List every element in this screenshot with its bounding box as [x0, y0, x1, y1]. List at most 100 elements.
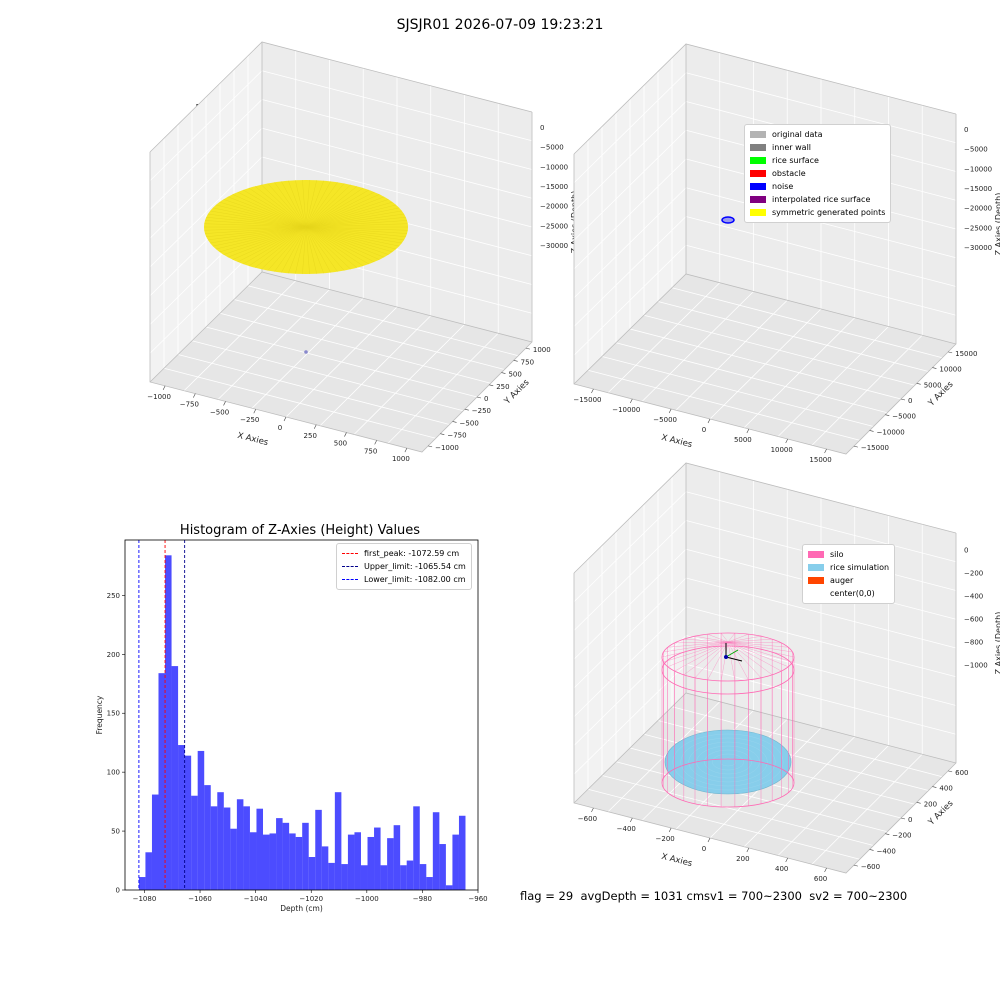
- p2-y-tick-label: 15000: [955, 350, 977, 358]
- legend-item: symmetric generated points: [750, 206, 885, 219]
- histogram-bar: [243, 806, 250, 890]
- histogram-bar: [341, 864, 348, 890]
- histogram-bar: [197, 750, 205, 890]
- p1-grid-line: [149, 156, 263, 268]
- p4-grid-line: [573, 491, 687, 603]
- p1-x-tick: [283, 416, 287, 422]
- p4-rice-surface: [664, 729, 792, 795]
- p1-x-tick-label: −750: [180, 401, 199, 409]
- p4-silo-roof-wire: [674, 641, 729, 672]
- p1-x-tick-label: 750: [364, 447, 377, 455]
- p2-z-tick-label: 0: [964, 126, 968, 134]
- p1-y-tick-label: 0: [484, 395, 488, 403]
- legend-label: rice simulation: [830, 563, 890, 572]
- p1-grid-line: [261, 127, 533, 199]
- legend-label: Lower_limit: -1082.00 cm: [364, 575, 466, 584]
- histogram-bar: [178, 745, 185, 890]
- histogram-bar: [439, 844, 446, 890]
- histogram-bar: [269, 833, 277, 890]
- p4-silo-roof-wire: [727, 641, 789, 648]
- histogram-bar: [452, 834, 459, 890]
- p4-y-tick: [900, 817, 906, 820]
- p2-z-tick-label: −30000: [964, 244, 992, 252]
- p4-silo-roof-wire: [667, 641, 729, 648]
- p4-grid-line: [657, 720, 929, 791]
- p2-grid-line: [685, 72, 957, 144]
- p2-grid-line: [657, 301, 929, 372]
- p4-silo-ring: [661, 645, 795, 695]
- p4-silo-roof-wire: [683, 641, 729, 675]
- legend-label: inner wall: [772, 143, 812, 152]
- p4-silo-roof-wire: [707, 641, 729, 680]
- p1-y-tick: [501, 372, 506, 374]
- histogram-bar: [151, 794, 159, 890]
- p1-x-tick-label: 500: [334, 440, 347, 448]
- p1-x-tick-label: 0: [278, 424, 282, 432]
- histogram-bar: [374, 827, 381, 890]
- p2-grid-line: [629, 328, 902, 400]
- histogram-bar: [171, 666, 179, 890]
- p2-x-tick-label: −5000: [653, 416, 677, 424]
- p4-silo-roof-wire: [727, 641, 736, 681]
- p4-z-tick-label: −400: [964, 593, 983, 601]
- legend-swatch: [750, 209, 766, 216]
- legend-item: interpolated rice surface: [750, 193, 885, 206]
- p4-y-tick: [885, 833, 890, 836]
- p4-silo-roof-wire: [694, 641, 729, 678]
- panel-2-plot: −15000 −10000 −5000 0 5000 10000 15000 −15000 −1…: [573, 43, 1000, 464]
- p2-x-tick-label: 5000: [734, 436, 752, 444]
- p4-silo-roof-wire: [707, 633, 729, 643]
- p4-silo-roof-wire: [727, 636, 762, 643]
- p1-grid-line: [387, 332, 499, 444]
- p4-x-tick: [746, 847, 750, 853]
- histogram-frame: [124, 539, 479, 891]
- p2-y-tick: [948, 351, 953, 354]
- p2-grid-line: [811, 334, 923, 446]
- histogram-bar: [289, 833, 296, 890]
- histogram-y-tick-label: 250: [107, 592, 120, 600]
- p1-grid-line: [261, 156, 533, 228]
- legend-swatch: [750, 196, 766, 203]
- p1-y-tick: [525, 347, 530, 350]
- p1-x-tick-label: −1000: [147, 393, 171, 401]
- p1-x-tick: [223, 401, 226, 406]
- histogram-bar: [413, 806, 420, 890]
- legend-item: center(0,0): [808, 587, 889, 600]
- p2-grid-line: [573, 158, 687, 270]
- panel-3-legend: first_peak: -1072.59 cm Upper_limit: -106…: [336, 543, 472, 590]
- p4-x-tick-label: 600: [814, 875, 827, 883]
- p1-z-tick-label: −10000: [540, 163, 568, 171]
- p2-axes-edge: [573, 114, 957, 455]
- legend-label: interpolated rice surface: [772, 195, 871, 204]
- p4-grid-line: [743, 736, 856, 848]
- p4-silo-roof-wire: [694, 636, 729, 643]
- p2-y-tick: [932, 367, 937, 369]
- histogram-y-tick-label: 100: [107, 769, 120, 777]
- histogram-y-tick-label: 200: [107, 651, 120, 659]
- p4-silo-roof-wire: [674, 641, 729, 644]
- histogram-bar: [360, 865, 368, 890]
- p1-x-axis-label: X Axies: [236, 431, 269, 448]
- legend-swatch: [750, 144, 766, 151]
- p4-y-tick-label: 200: [924, 800, 937, 808]
- p2-z-tick-label: −15000: [964, 185, 992, 193]
- p2-y-tick-label: 0: [908, 397, 912, 405]
- histogram-bar: [282, 822, 290, 890]
- histogram-bar: [210, 806, 218, 890]
- p1-y-tick-label: 1000: [533, 346, 551, 354]
- p1-z-tick-label: −5000: [540, 144, 564, 152]
- legend-swatch: [750, 183, 766, 190]
- p1-axes-edge: [149, 112, 533, 453]
- p4-y-tick: [948, 770, 953, 773]
- p4-rice-mesh: [712, 753, 744, 771]
- histogram-bar: [308, 857, 316, 890]
- histogram-bar: [315, 809, 322, 890]
- p2-x-tick: [630, 398, 633, 404]
- histogram-bar: [321, 846, 329, 890]
- p4-x-tick: [591, 807, 594, 813]
- p4-rice-mesh: [719, 757, 737, 767]
- p4-grid-line: [685, 491, 957, 563]
- histogram-bar: [419, 864, 427, 890]
- p4-x-tick-label: −400: [617, 825, 636, 833]
- histogram-bar: [158, 673, 166, 890]
